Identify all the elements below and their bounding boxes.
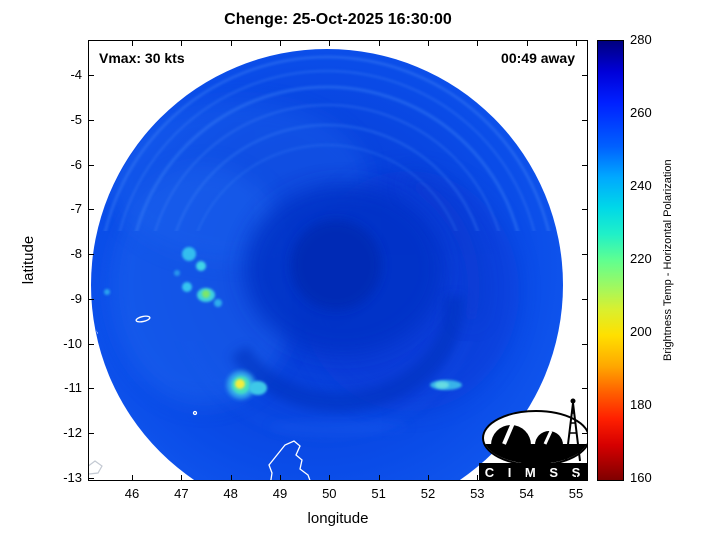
tick-mark [181,41,183,46]
colorbar-tick-label: 280 [630,32,652,47]
cimss-logo: C I M S S [479,398,587,480]
tick-mark [230,475,232,480]
tick-mark [329,41,331,46]
tick-mark [89,343,94,345]
x-axis-label: longitude [307,510,369,527]
tick-mark [582,209,587,211]
y-tick-label: -10 [63,335,82,351]
y-tick-label: -7 [70,201,82,217]
tick-mark [279,41,281,46]
tick-mark [181,475,183,480]
tick-mark [329,475,331,480]
tick-mark [477,475,479,480]
x-tick-label: 53 [470,486,485,501]
x-tick-label: 49 [272,486,288,501]
y-tick-label: -9 [70,290,82,306]
x-tick-label: 46 [124,486,140,501]
x-tick-label: 55 [568,486,584,501]
x-tick-label: 52 [420,486,436,501]
tick-mark [526,41,528,46]
cimss-logo-text: C I M S S [485,465,586,480]
tick-mark [89,433,94,435]
tick-mark [89,478,94,480]
colorbar-tick-label: 240 [630,178,652,193]
y-tick-label: -6 [70,156,82,172]
tick-mark [582,343,587,345]
tick-mark [89,298,94,300]
tick-mark [132,41,133,46]
tick-mark [582,478,587,480]
x-tick-label: 50 [322,486,337,501]
colorbar-tick-label: 180 [630,397,652,412]
colorbar-tick-label: 220 [630,251,652,266]
y-tick-label: -13 [63,470,82,486]
tick-mark [230,41,232,46]
tick-mark [582,388,587,390]
tick-mark [575,475,577,480]
tick-mark [582,164,587,166]
tick-mark [526,475,528,480]
antenna-tower-icon [565,398,581,462]
x-tick-label: 51 [371,486,386,501]
tick-mark [378,41,380,46]
tick-mark [582,254,587,256]
tick-mark [582,119,587,121]
x-tick-label: 47 [174,486,189,501]
y-tick-label: -5 [70,111,82,127]
tick-mark [582,75,587,76]
time-away-annotation: 00:49 away [501,50,575,66]
tick-mark [477,41,479,46]
satellite-swath-image: C I M S S [89,49,587,480]
tick-mark [89,75,94,76]
convective-cells [104,247,462,399]
colorbar-tick-label: 260 [630,105,652,120]
figure-title: Chenge: 25-Oct-2025 16:30:00 [224,11,452,28]
colorbar [597,40,624,481]
scan-arcs-lower [174,341,480,438]
tick-mark [89,209,94,211]
tick-mark [427,41,429,46]
colorbar-tick-label: 160 [630,470,652,485]
tick-mark [582,298,587,300]
tick-mark [89,388,94,390]
y-tick-label: -11 [64,380,82,396]
x-tick-label: 54 [519,486,534,501]
swath-detail [92,55,557,480]
coastline-fragment [89,460,103,475]
tick-mark [132,475,133,480]
tick-mark [89,164,94,166]
tick-mark [89,119,94,121]
scan-arcs [97,55,557,231]
y-tick-label: -4 [70,67,82,82]
cimss-banner [479,463,587,480]
tick-mark [582,433,587,435]
plot-area: C I M S S Vmax: 30 kts 00:49 away [88,40,588,481]
x-tick-label: 48 [223,486,238,501]
colorbar-tick-label: 200 [630,324,652,339]
tick-mark [279,475,281,480]
tick-mark [378,475,380,480]
y-tick-label: -12 [63,425,82,441]
y-axis-label: latitude [20,235,37,285]
tick-mark [575,41,577,46]
y-tick-label: -8 [70,246,82,262]
tick-mark [89,254,94,256]
vmax-annotation: Vmax: 30 kts [99,50,185,66]
tick-mark [427,475,429,480]
